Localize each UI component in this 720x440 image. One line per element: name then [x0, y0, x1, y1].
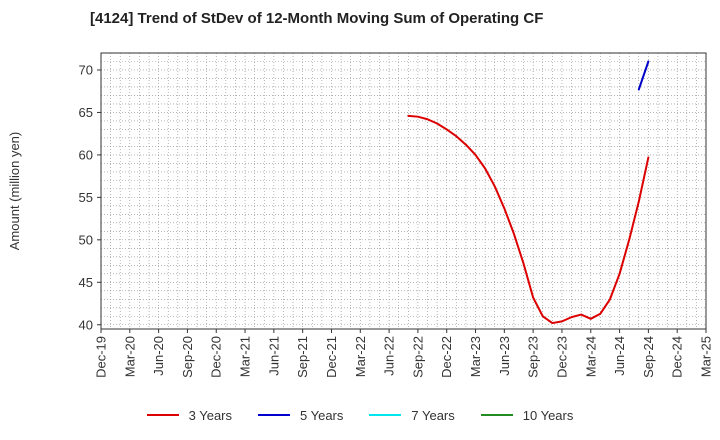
y-axis-title: Amount (million yen) [7, 132, 22, 251]
x-tick-label: Sep-23 [526, 336, 541, 378]
x-tick-label: Sep-20 [180, 336, 195, 378]
x-tick-label: Jun-21 [266, 336, 281, 376]
legend-label: 10 Years [522, 407, 574, 423]
x-tick-label: Sep-22 [410, 336, 425, 378]
x-axis: Dec-19 Mar-20 Jun-20 Sep-20 Dec-20 Mar-21 Jun-… [94, 329, 714, 378]
x-tick-label: Dec-23 [554, 336, 569, 378]
legend-label: 5 Years [300, 407, 344, 423]
y-tick-label: 70 [79, 62, 93, 77]
x-tick-label: Mar-20 [122, 336, 137, 377]
legend-item-3-years: 3 Years [146, 407, 232, 423]
plot-area-frame [100, 52, 707, 330]
x-tick-label: Dec-24 [670, 336, 685, 378]
y-tick-label: 45 [79, 275, 93, 290]
x-tick-label: Mar-24 [583, 336, 598, 377]
x-tick-label: Dec-22 [439, 336, 454, 378]
x-tick-label: Jun-24 [612, 336, 627, 376]
legend-label: 3 Years [188, 407, 232, 423]
y-axis: 40 45 50 55 60 65 70 [79, 62, 101, 332]
legend-item-5-years: 5 Years [258, 408, 343, 423]
y-tick-label: 65 [79, 105, 93, 120]
x-tick-label: Mar-25 [699, 336, 714, 377]
x-tick-label: Jun-20 [151, 336, 166, 376]
y-tick-label: 60 [79, 147, 93, 162]
y-tick-label: 40 [79, 317, 93, 332]
series-layer [407, 60, 650, 325]
series-line-5-years [637, 60, 650, 91]
x-tick-label: Jun-23 [497, 336, 512, 376]
legend-swatch [369, 414, 402, 416]
x-tick-label: Dec-21 [324, 336, 339, 378]
grid-layer [101, 52, 706, 329]
legend-item-10-years: 10 Years [480, 407, 574, 423]
x-tick-label: Dec-20 [209, 336, 224, 378]
x-tick-label: Mar-23 [468, 336, 483, 377]
x-tick-label: Dec-19 [94, 336, 109, 378]
series-line-3-years [407, 114, 650, 325]
legend-label: 7 Years [411, 407, 455, 423]
legend-swatch [258, 414, 290, 416]
x-tick-label: Sep-24 [641, 336, 656, 378]
legend-item-7-years: 7 Years [369, 407, 455, 423]
y-tick-label: 55 [79, 190, 93, 205]
x-tick-label: Sep-21 [295, 336, 310, 378]
legend-swatch [480, 414, 513, 416]
chart-title: [4124] Trend of StDev of 12-Month Moving… [90, 10, 544, 27]
y-tick-label: 50 [79, 232, 93, 247]
x-tick-label: Mar-22 [353, 336, 368, 377]
legend: 3 Years 5 Years 7 Years 10 Years [0, 405, 720, 425]
legend-swatch [146, 414, 179, 416]
x-tick-label: Mar-21 [238, 336, 253, 377]
x-tick-label: Jun-22 [382, 336, 397, 376]
